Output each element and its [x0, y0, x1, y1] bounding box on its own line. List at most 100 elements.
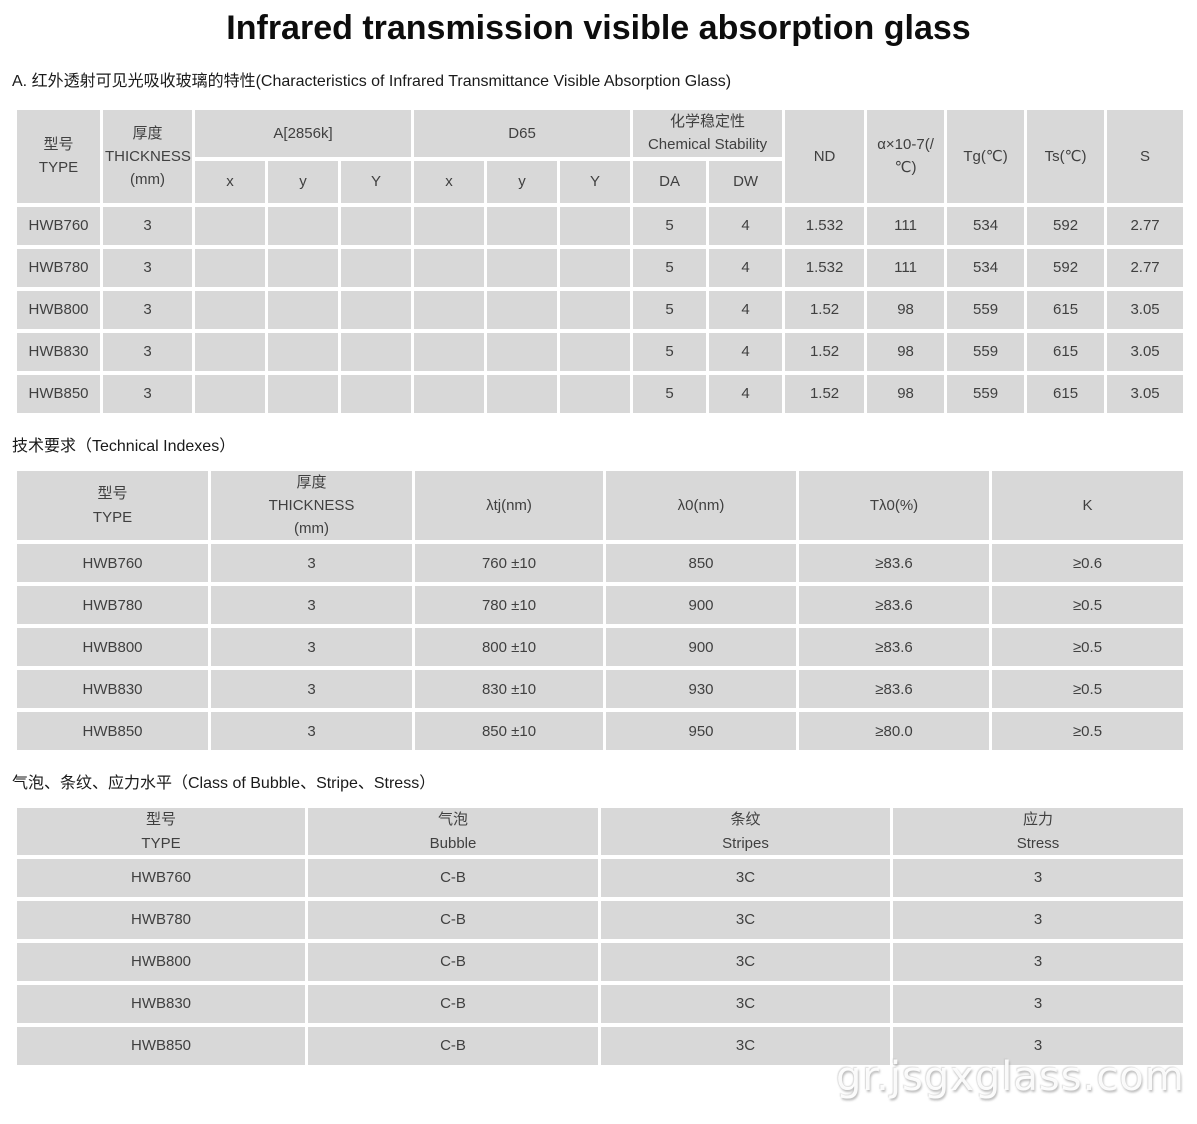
header-a-Y: Y — [337, 156, 415, 207]
table-cell — [337, 202, 415, 249]
table-cell — [337, 328, 415, 375]
table-cell: 5 — [630, 370, 710, 417]
header-t-lambda-0: Tλ0(%) — [796, 466, 992, 545]
table-cell: 1.52 — [782, 370, 868, 417]
table-cell: ≥83.6 — [796, 582, 992, 629]
table-cell — [265, 202, 341, 249]
table-cell: 3 — [208, 708, 415, 755]
table-cell: 1.52 — [782, 286, 868, 333]
table-cell: 780 ±10 — [412, 582, 606, 629]
table-cell: 3C — [598, 854, 893, 901]
header-d65-Y: Y — [557, 156, 634, 207]
table-cell — [411, 202, 488, 249]
bubble-stripe-stress-heading: 气泡、条纹、应力水平（Class of Bubble、Stripe、Stress… — [12, 775, 436, 793]
table-cell: 3 — [890, 980, 1186, 1027]
table-cell: 534 — [944, 202, 1028, 249]
table-cell: 615 — [1024, 328, 1108, 375]
table-cell: 900 — [603, 624, 799, 671]
table-cell — [557, 286, 634, 333]
table-cell: 3 — [100, 202, 195, 249]
table-cell — [192, 370, 268, 417]
table-cell: 3 — [208, 666, 415, 713]
table-cell: 4 — [706, 244, 786, 291]
table-cell — [557, 370, 634, 417]
table-cell: 2.77 — [1104, 202, 1187, 249]
page-title: Infrared transmission visible absorption… — [226, 9, 971, 47]
table-cell — [337, 370, 415, 417]
table-cell: ≥0.5 — [989, 624, 1186, 671]
table-cell: 592 — [1024, 202, 1108, 249]
table-cell: ≥0.5 — [989, 666, 1186, 713]
header-d65: D65 — [411, 106, 634, 161]
table-cell — [411, 244, 488, 291]
table-cell: C-B — [305, 980, 601, 1027]
table-row: HWB780 C-B 3C 3 — [14, 896, 1186, 943]
table-cell: HWB780 — [14, 896, 308, 943]
header-type: 型号 TYPE — [14, 466, 211, 545]
header-lambda-0: λ0(nm) — [603, 466, 799, 545]
table-cell — [192, 202, 268, 249]
table-cell: HWB830 — [14, 980, 308, 1027]
technical-indexes-heading: 技术要求（Technical Indexes） — [12, 437, 236, 455]
table-cell: ≥0.5 — [989, 582, 1186, 629]
bubble-stripe-stress-table: 型号 TYPE 气泡 Bubble 条纹 Stripes 应力 Stress H… — [14, 804, 1186, 1069]
table-cell: 5 — [630, 202, 710, 249]
table-cell — [265, 244, 341, 291]
table-cell: 950 — [603, 708, 799, 755]
characteristics-table-body: HWB760 3 5 4 1.532 111 534 592 2.77 HWB780 3 5 4 1.53… — [14, 202, 1187, 417]
table-cell: HWB800 — [14, 938, 308, 985]
table-cell: 3C — [598, 980, 893, 1027]
table-cell: C-B — [305, 938, 601, 985]
header-bubble: 气泡 Bubble — [305, 804, 601, 859]
table-cell: 3 — [100, 286, 195, 333]
table-cell: ≥80.0 — [796, 708, 992, 755]
table-cell: HWB760 — [14, 854, 308, 901]
table-cell: 3 — [890, 938, 1186, 985]
table-cell: C-B — [305, 854, 601, 901]
table-cell: 3 — [890, 1022, 1186, 1069]
table-cell: 559 — [944, 328, 1028, 375]
table-row: HWB850 C-B 3C 3 — [14, 1022, 1186, 1069]
table-cell: HWB850 — [14, 708, 211, 755]
characteristics-table-header: 型号 TYPE 厚度 THICKNESS (mm) A[2856k] D65 化… — [14, 106, 1187, 207]
table-cell: 3C — [598, 938, 893, 985]
table-cell: 4 — [706, 202, 786, 249]
header-d65-x: x — [411, 156, 488, 207]
technical-table-header: 型号 TYPE 厚度 THICKNESS (mm) λtj(nm) λ0(nm)… — [14, 466, 1186, 545]
technical-indexes-table: 型号 TYPE 厚度 THICKNESS (mm) λtj(nm) λ0(nm)… — [14, 466, 1186, 755]
characteristics-table: 型号 TYPE 厚度 THICKNESS (mm) A[2856k] D65 化… — [14, 106, 1187, 417]
table-cell — [265, 328, 341, 375]
table-cell: 534 — [944, 244, 1028, 291]
table-row: HWB780 3 5 4 1.532 111 534 592 2.77 — [14, 244, 1187, 291]
table-cell: 3 — [100, 328, 195, 375]
table-cell: HWB850 — [14, 370, 103, 417]
table-cell: HWB850 — [14, 1022, 308, 1069]
table-cell — [484, 286, 561, 333]
table-cell: 2.77 — [1104, 244, 1187, 291]
table-cell: 850 ±10 — [412, 708, 606, 755]
table-cell: C-B — [305, 1022, 601, 1069]
table-cell: 615 — [1024, 286, 1108, 333]
header-k: K — [989, 466, 1186, 545]
table-cell: 830 ±10 — [412, 666, 606, 713]
header-nd: ND — [782, 106, 868, 207]
table-cell: 3C — [598, 1022, 893, 1069]
table-cell: 5 — [630, 328, 710, 375]
table-cell: 559 — [944, 370, 1028, 417]
table-cell: 98 — [864, 370, 948, 417]
table-cell: 3 — [208, 582, 415, 629]
table-cell — [484, 370, 561, 417]
table-cell: HWB760 — [14, 540, 211, 587]
table-cell: ≥83.6 — [796, 540, 992, 587]
table-cell — [411, 286, 488, 333]
table-cell: 3.05 — [1104, 286, 1187, 333]
table-cell: 3 — [890, 854, 1186, 901]
table-cell: 930 — [603, 666, 799, 713]
table-cell: 1.52 — [782, 328, 868, 375]
header-dw: DW — [706, 156, 786, 207]
table-row: HWB850 3 5 4 1.52 98 559 615 3.05 — [14, 370, 1187, 417]
table-row: HWB830 3 830 ±10 930 ≥83.6 ≥0.5 — [14, 666, 1186, 713]
table-row: HWB850 3 850 ±10 950 ≥80.0 ≥0.5 — [14, 708, 1186, 755]
header-ts: Ts(℃) — [1024, 106, 1108, 207]
table-cell: 98 — [864, 328, 948, 375]
